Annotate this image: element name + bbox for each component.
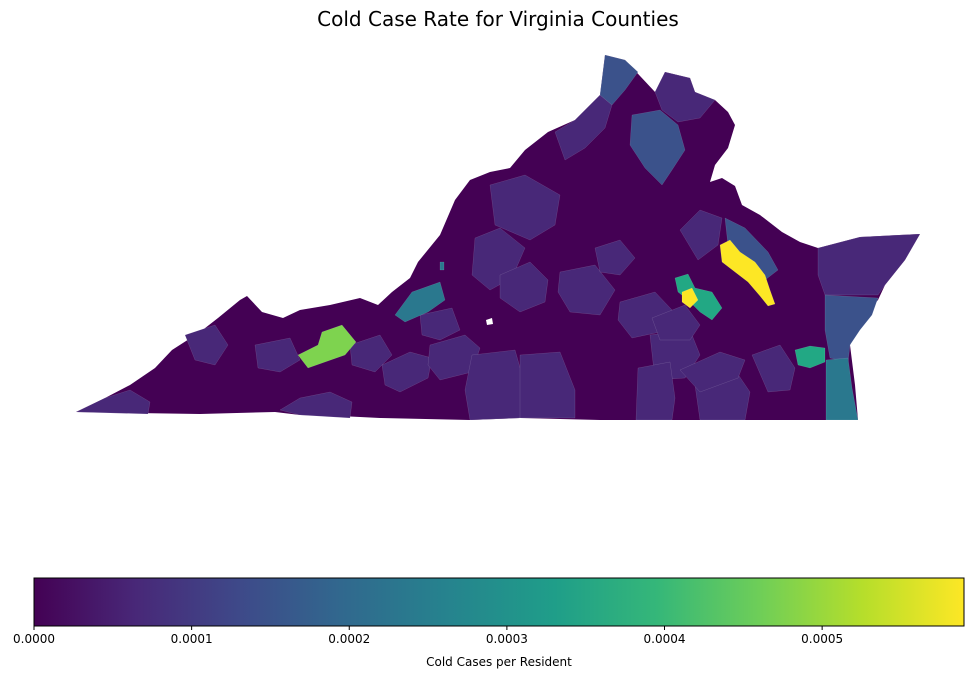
- county-king-and-queen: [719, 239, 776, 307]
- colorbar-tick-label: 0.0002: [328, 632, 370, 646]
- mid-counties: [394, 261, 859, 421]
- colorbar-tick-label: 0.0001: [171, 632, 213, 646]
- county-loudoun: [629, 109, 686, 186]
- county-southeast-3: [751, 344, 796, 393]
- county-west-1: [419, 307, 461, 341]
- virginia-map: [75, 54, 921, 421]
- county-north-2: [489, 174, 561, 241]
- county-central-5: [651, 304, 701, 341]
- county-north-1: [554, 94, 613, 161]
- county-southwest-2: [184, 324, 229, 366]
- county-south-5: [519, 351, 576, 419]
- county-north-4: [599, 54, 639, 106]
- county-wythe: [297, 324, 357, 369]
- county-central-2: [499, 261, 549, 313]
- county-south-2: [349, 334, 393, 373]
- county-northeast-1: [679, 209, 723, 261]
- county-south-3: [381, 351, 433, 393]
- colorbar-label: Cold Cases per Resident: [426, 655, 572, 669]
- county-eastern-shore: [817, 233, 921, 296]
- county-roanoke: [394, 281, 446, 323]
- county-central-3: [557, 264, 616, 316]
- county-small-west: [439, 261, 445, 271]
- county-southwest-3: [254, 337, 301, 373]
- map-title: Cold Case Rate for Virginia Counties: [317, 7, 679, 31]
- colorbar: 0.0000 0.0001 0.0002 0.0003 0.0004 0.0005 Col…: [13, 577, 965, 669]
- low-rate-counties: [75, 71, 921, 421]
- county-southwest-1: [75, 389, 151, 415]
- county-suffolk: [794, 345, 826, 369]
- colorbar-tick-label: 0.0000: [13, 632, 55, 646]
- county-central-4: [594, 239, 636, 276]
- mid-high-counties: [674, 273, 826, 369]
- county-north-3: [654, 71, 716, 123]
- county-virginia-beach: [825, 357, 859, 421]
- mid-low-counties: [599, 54, 879, 363]
- county-richmond-city: [681, 287, 699, 309]
- county-southeast-2: [679, 351, 746, 393]
- independent-cities: [486, 318, 493, 325]
- colorbar-tick-label: 0.0005: [801, 632, 843, 646]
- high-counties: [297, 324, 357, 369]
- city-hole-1: [486, 318, 493, 325]
- county-south-6: [635, 361, 676, 421]
- colorbar-tick-label: 0.0003: [486, 632, 528, 646]
- very-high-counties: [681, 239, 776, 309]
- colorbar-gradient: [33, 577, 965, 627]
- county-south-4: [464, 349, 526, 421]
- colorbar-ticks: 0.0000 0.0001 0.0002 0.0003 0.0004 0.0005: [13, 626, 843, 646]
- county-south-1: [279, 391, 353, 419]
- county-eastern-shore-south: [824, 294, 879, 363]
- colorbar-tick-label: 0.0004: [644, 632, 686, 646]
